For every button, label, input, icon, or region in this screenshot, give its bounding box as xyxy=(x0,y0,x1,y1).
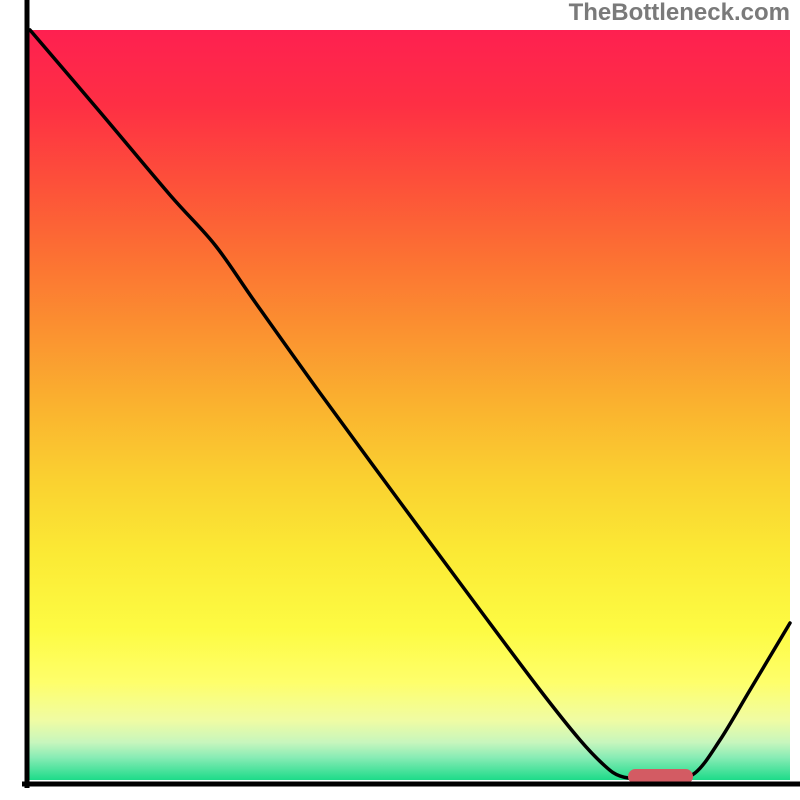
chart-svg: TheBottleneck.com xyxy=(0,0,800,800)
plot-area xyxy=(28,30,790,780)
watermark-label: TheBottleneck.com xyxy=(569,0,790,26)
bottleneck-chart: TheBottleneck.com xyxy=(0,0,800,800)
